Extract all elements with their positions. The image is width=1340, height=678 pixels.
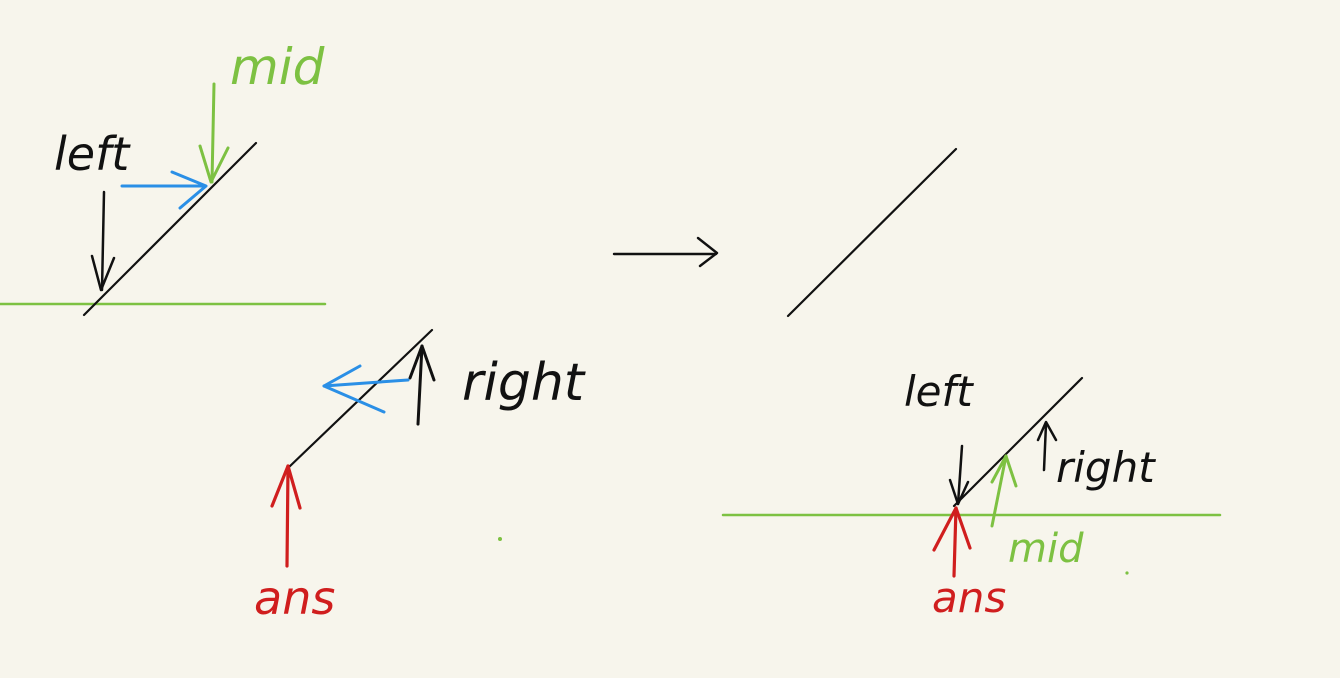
right-stray-dot [1125,571,1129,575]
blue-right-arrow [120,170,208,210]
left-down-arrow [90,190,116,292]
left-label: left [54,127,131,181]
stray-dot [498,537,502,541]
right-panel-ans-label: ans [932,573,1006,622]
ans-label: ans [254,571,335,625]
left-upper-diagonal [82,141,258,317]
ans-up-arrow [270,464,302,568]
right-panel: left right mid ans [721,147,1222,622]
right-panel-mid-label: mid [1008,526,1084,572]
right-panel-left-down-arrow [948,444,970,506]
right-lower-diagonal [952,376,1084,508]
left-panel: left mid right [0,38,586,625]
right-panel-right-label: right [1056,443,1156,492]
right-upper-diagonal [786,147,958,318]
right-arrow-icon [612,236,719,268]
right-label: right [462,353,586,413]
right-panel-right-up-arrow [1036,420,1058,472]
right-panel-mid-up-arrow [990,454,1018,528]
blue-left-arrow [322,364,410,414]
mid-down-arrow [198,82,230,184]
mid-label: mid [230,38,325,96]
left-lower-diagonal [286,328,434,470]
right-up-arrow [408,344,436,426]
right-panel-ans-up-arrow [932,506,972,578]
right-panel-left-label: left [904,367,974,416]
